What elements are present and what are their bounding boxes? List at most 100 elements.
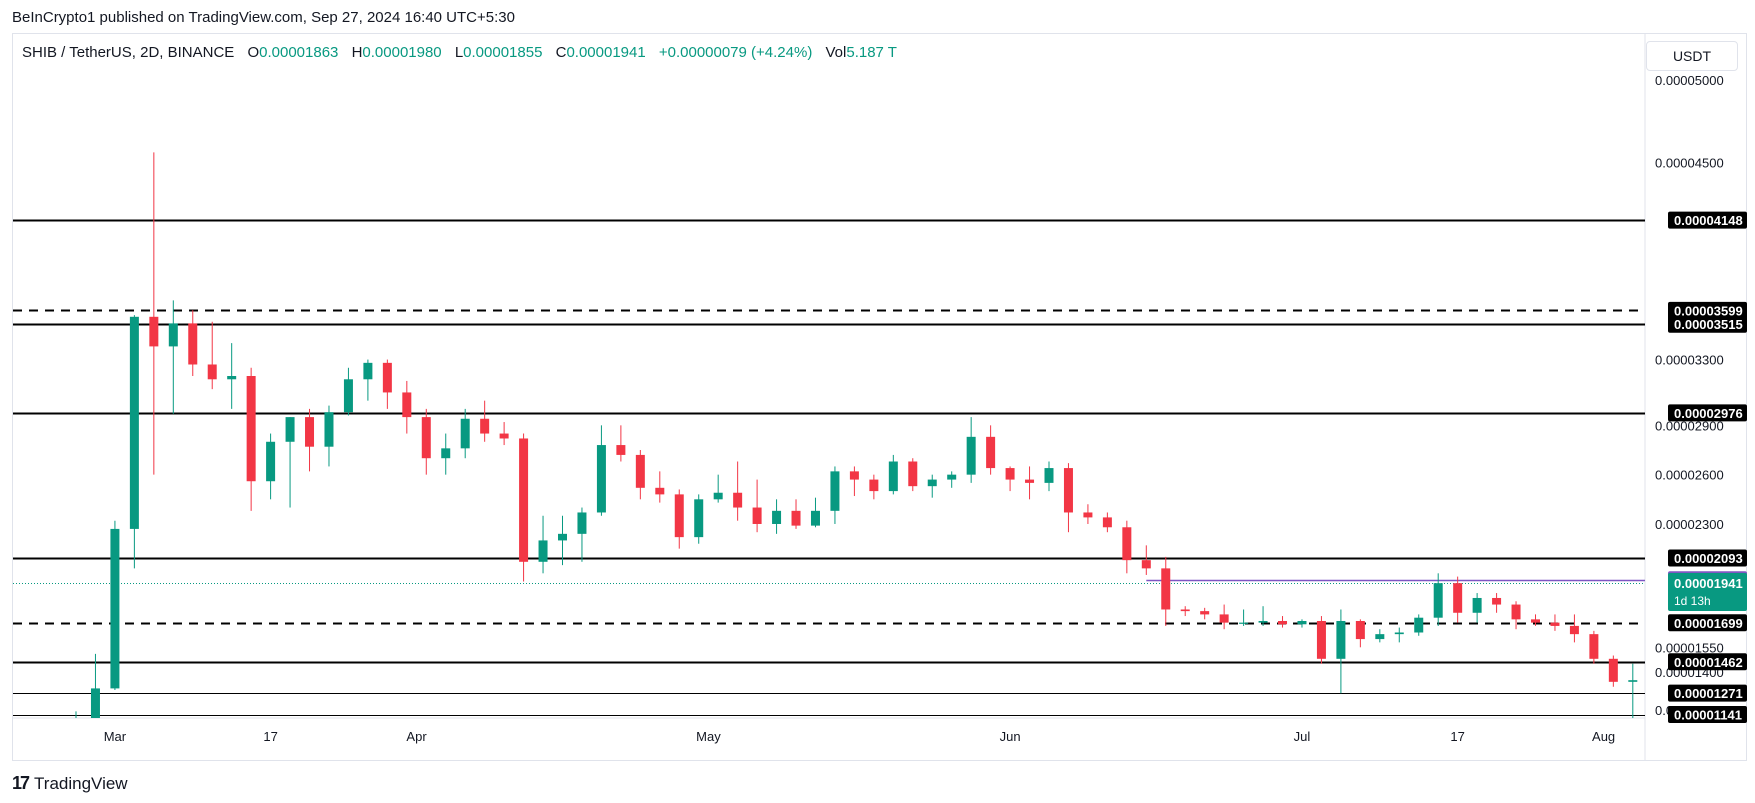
level-price-label: 0.00001141 bbox=[1674, 708, 1742, 723]
level-price-label: 0.00002093 bbox=[1674, 551, 1743, 566]
candle-body bbox=[908, 461, 918, 487]
bar-countdown-label: 1d 13h bbox=[1674, 594, 1711, 608]
tradingview-logo-icon: 17 bbox=[12, 773, 30, 793]
candle-body bbox=[849, 471, 859, 480]
candle-body bbox=[888, 461, 898, 492]
x-tick-label: 17 bbox=[263, 729, 277, 744]
candle-body bbox=[1297, 620, 1307, 625]
candle-body bbox=[674, 494, 684, 538]
brand-name: TradingView bbox=[34, 773, 128, 793]
y-tick-label: 0.00001550 bbox=[1655, 640, 1724, 655]
candle-body bbox=[1628, 680, 1638, 682]
candle-body bbox=[810, 510, 820, 526]
level-price-label: 0.00002976 bbox=[1674, 406, 1743, 421]
y-tick-label: 0.00004500 bbox=[1655, 155, 1724, 170]
candle-body bbox=[421, 417, 431, 459]
candle-body bbox=[772, 510, 782, 524]
level-price-label: 0.00001462 bbox=[1674, 655, 1743, 670]
tradingview-brand[interactable]: 17 TradingView bbox=[12, 773, 128, 794]
y-tick-label: 0.00002600 bbox=[1655, 468, 1724, 483]
candle-body bbox=[168, 323, 178, 347]
chart-legend: SHIB / TetherUS, 2D, BINANCE O0.00001863… bbox=[22, 44, 897, 61]
candle-body bbox=[1394, 632, 1404, 635]
x-tick-label: Aug bbox=[1592, 729, 1615, 744]
open-label: O bbox=[247, 44, 260, 61]
open-value: 0.00001863 bbox=[259, 44, 339, 61]
candle-body bbox=[1355, 620, 1365, 640]
candle-body bbox=[1005, 468, 1015, 480]
candle-body bbox=[402, 392, 412, 418]
level-price-label: 0.00003515 bbox=[1674, 317, 1743, 332]
candle-body bbox=[1472, 597, 1482, 613]
candle-body bbox=[596, 445, 606, 513]
candle-body bbox=[1569, 625, 1579, 635]
candle-body bbox=[460, 418, 470, 449]
candle-body bbox=[1550, 622, 1560, 626]
candle-body bbox=[1200, 611, 1210, 615]
high-label: H bbox=[351, 44, 363, 61]
candle-body bbox=[1316, 620, 1326, 659]
level-price-label: 0.00001699 bbox=[1674, 616, 1743, 631]
candle-body bbox=[519, 438, 529, 562]
low-label: L bbox=[454, 44, 464, 61]
x-tick-label: Apr bbox=[406, 729, 427, 744]
chart-frame bbox=[12, 33, 1747, 761]
candle-body bbox=[538, 540, 548, 562]
candle-body bbox=[869, 479, 879, 492]
level-price-label-bg bbox=[1668, 211, 1747, 229]
level-price-label: 0.00004148 bbox=[1674, 213, 1743, 228]
candle-body bbox=[305, 417, 315, 447]
candle-body bbox=[285, 417, 295, 442]
level-price-label-bg bbox=[1668, 301, 1747, 319]
candles-group bbox=[72, 152, 1638, 736]
candle-body bbox=[1492, 597, 1502, 605]
candle-body bbox=[1414, 617, 1424, 633]
candle-body bbox=[382, 362, 392, 393]
x-tick-label: Mar bbox=[104, 729, 127, 744]
candle-body bbox=[1141, 560, 1151, 569]
candle-body bbox=[1511, 604, 1521, 620]
x-tick-label: Jul bbox=[1294, 729, 1311, 744]
y-tick-label: 0.00002300 bbox=[1655, 517, 1724, 532]
level-price-label-bg bbox=[1668, 684, 1747, 702]
candle-body bbox=[499, 433, 509, 439]
candle-body bbox=[1531, 619, 1540, 623]
candle-body bbox=[1239, 622, 1249, 624]
candle-body bbox=[1278, 620, 1288, 625]
candle-body bbox=[72, 718, 81, 736]
candle-body bbox=[1102, 517, 1112, 528]
candle-body bbox=[129, 316, 139, 529]
level-price-label-bg bbox=[1668, 653, 1747, 671]
close-value: 0.00001941 bbox=[566, 44, 646, 61]
level-price-label-bg bbox=[1668, 706, 1747, 724]
candle-body bbox=[655, 487, 665, 495]
candle-body bbox=[635, 454, 645, 488]
level-price-label-bg bbox=[1668, 549, 1747, 567]
candle-body bbox=[1083, 512, 1093, 518]
candle-body bbox=[188, 323, 198, 365]
close-label: C bbox=[555, 44, 567, 61]
candle-body bbox=[616, 445, 626, 455]
volume-value: 5.187 T bbox=[846, 44, 897, 61]
currency-selector[interactable]: USDT bbox=[1646, 41, 1738, 71]
low-value: 0.00001855 bbox=[463, 44, 543, 61]
candle-body bbox=[1025, 479, 1035, 483]
candle-body bbox=[266, 441, 276, 482]
high-value: 0.00001980 bbox=[362, 44, 442, 61]
current-price-label: 0.00001941 bbox=[1674, 576, 1743, 591]
candle-body bbox=[110, 528, 120, 689]
candle-body bbox=[1589, 634, 1599, 659]
candle-body bbox=[1258, 620, 1268, 623]
candle-body bbox=[830, 471, 840, 511]
candle-body bbox=[1063, 468, 1073, 513]
candle-body bbox=[733, 492, 743, 508]
candle-body bbox=[1044, 468, 1054, 483]
y-tick-label: 0.00003300 bbox=[1655, 353, 1724, 368]
candle-body bbox=[343, 379, 353, 413]
level-price-label-bg bbox=[1668, 315, 1747, 333]
candle-body bbox=[1122, 527, 1132, 561]
candle-body bbox=[363, 362, 373, 380]
candle-body bbox=[927, 479, 937, 487]
x-tick-label: May bbox=[696, 729, 721, 744]
